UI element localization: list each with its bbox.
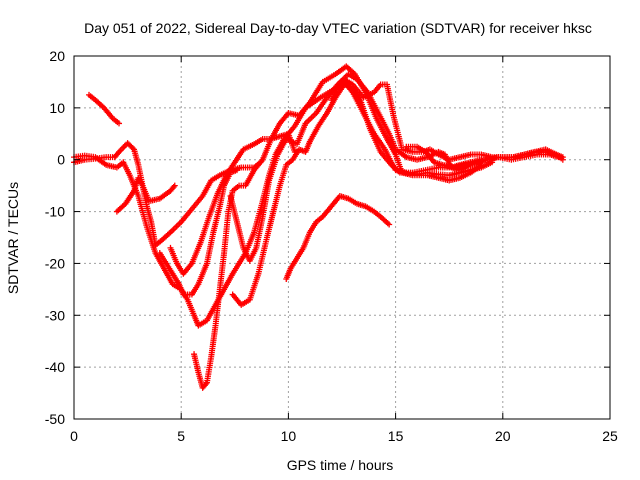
y-tick-label: 20: [49, 48, 65, 64]
series-arc-l: [403, 143, 562, 171]
data-point: [202, 380, 209, 387]
series-arc-g: [191, 63, 485, 391]
data-point: [116, 120, 123, 127]
series-arc-c: [86, 91, 123, 127]
y-tick-label: -30: [45, 307, 65, 323]
plot-frame: [73, 55, 611, 420]
data-point: [386, 221, 393, 228]
series-arc-k: [328, 76, 566, 163]
x-tick-label: 0: [70, 428, 78, 444]
x-tick-label: 20: [495, 428, 511, 444]
x-tick-label: 25: [602, 428, 618, 444]
y-tick-label: -10: [45, 204, 65, 220]
y-tick-label: -40: [45, 359, 65, 375]
x-tick-label: 5: [177, 428, 185, 444]
data-point: [233, 167, 240, 174]
y-tick-label: 0: [57, 152, 65, 168]
data-point: [170, 183, 177, 190]
x-tick-label: 15: [388, 428, 404, 444]
series-arc-j: [283, 193, 393, 282]
series-arc-e: [156, 167, 240, 298]
data-point: [555, 154, 562, 161]
series-arc-a: [71, 140, 178, 205]
axis-ticks: 0 5 10 15 20 25 -50 -40 -30 -20 -10 0 10 20: [45, 48, 618, 444]
chart-title: Day 051 of 2022, Sidereal Day-to-day VTE…: [84, 20, 592, 36]
data-points: [71, 63, 566, 391]
x-tick-label: 10: [281, 428, 297, 444]
y-axis-label: SDTVAR / TECUs: [5, 182, 21, 294]
y-tick-label: 10: [49, 100, 65, 116]
x-axis-label: GPS time / hours: [287, 457, 394, 473]
series-arc-i: [229, 81, 566, 308]
data-point: [129, 145, 136, 152]
data-point: [171, 182, 178, 189]
y-tick-label: -50: [45, 411, 65, 427]
y-tick-label: -20: [45, 255, 65, 271]
